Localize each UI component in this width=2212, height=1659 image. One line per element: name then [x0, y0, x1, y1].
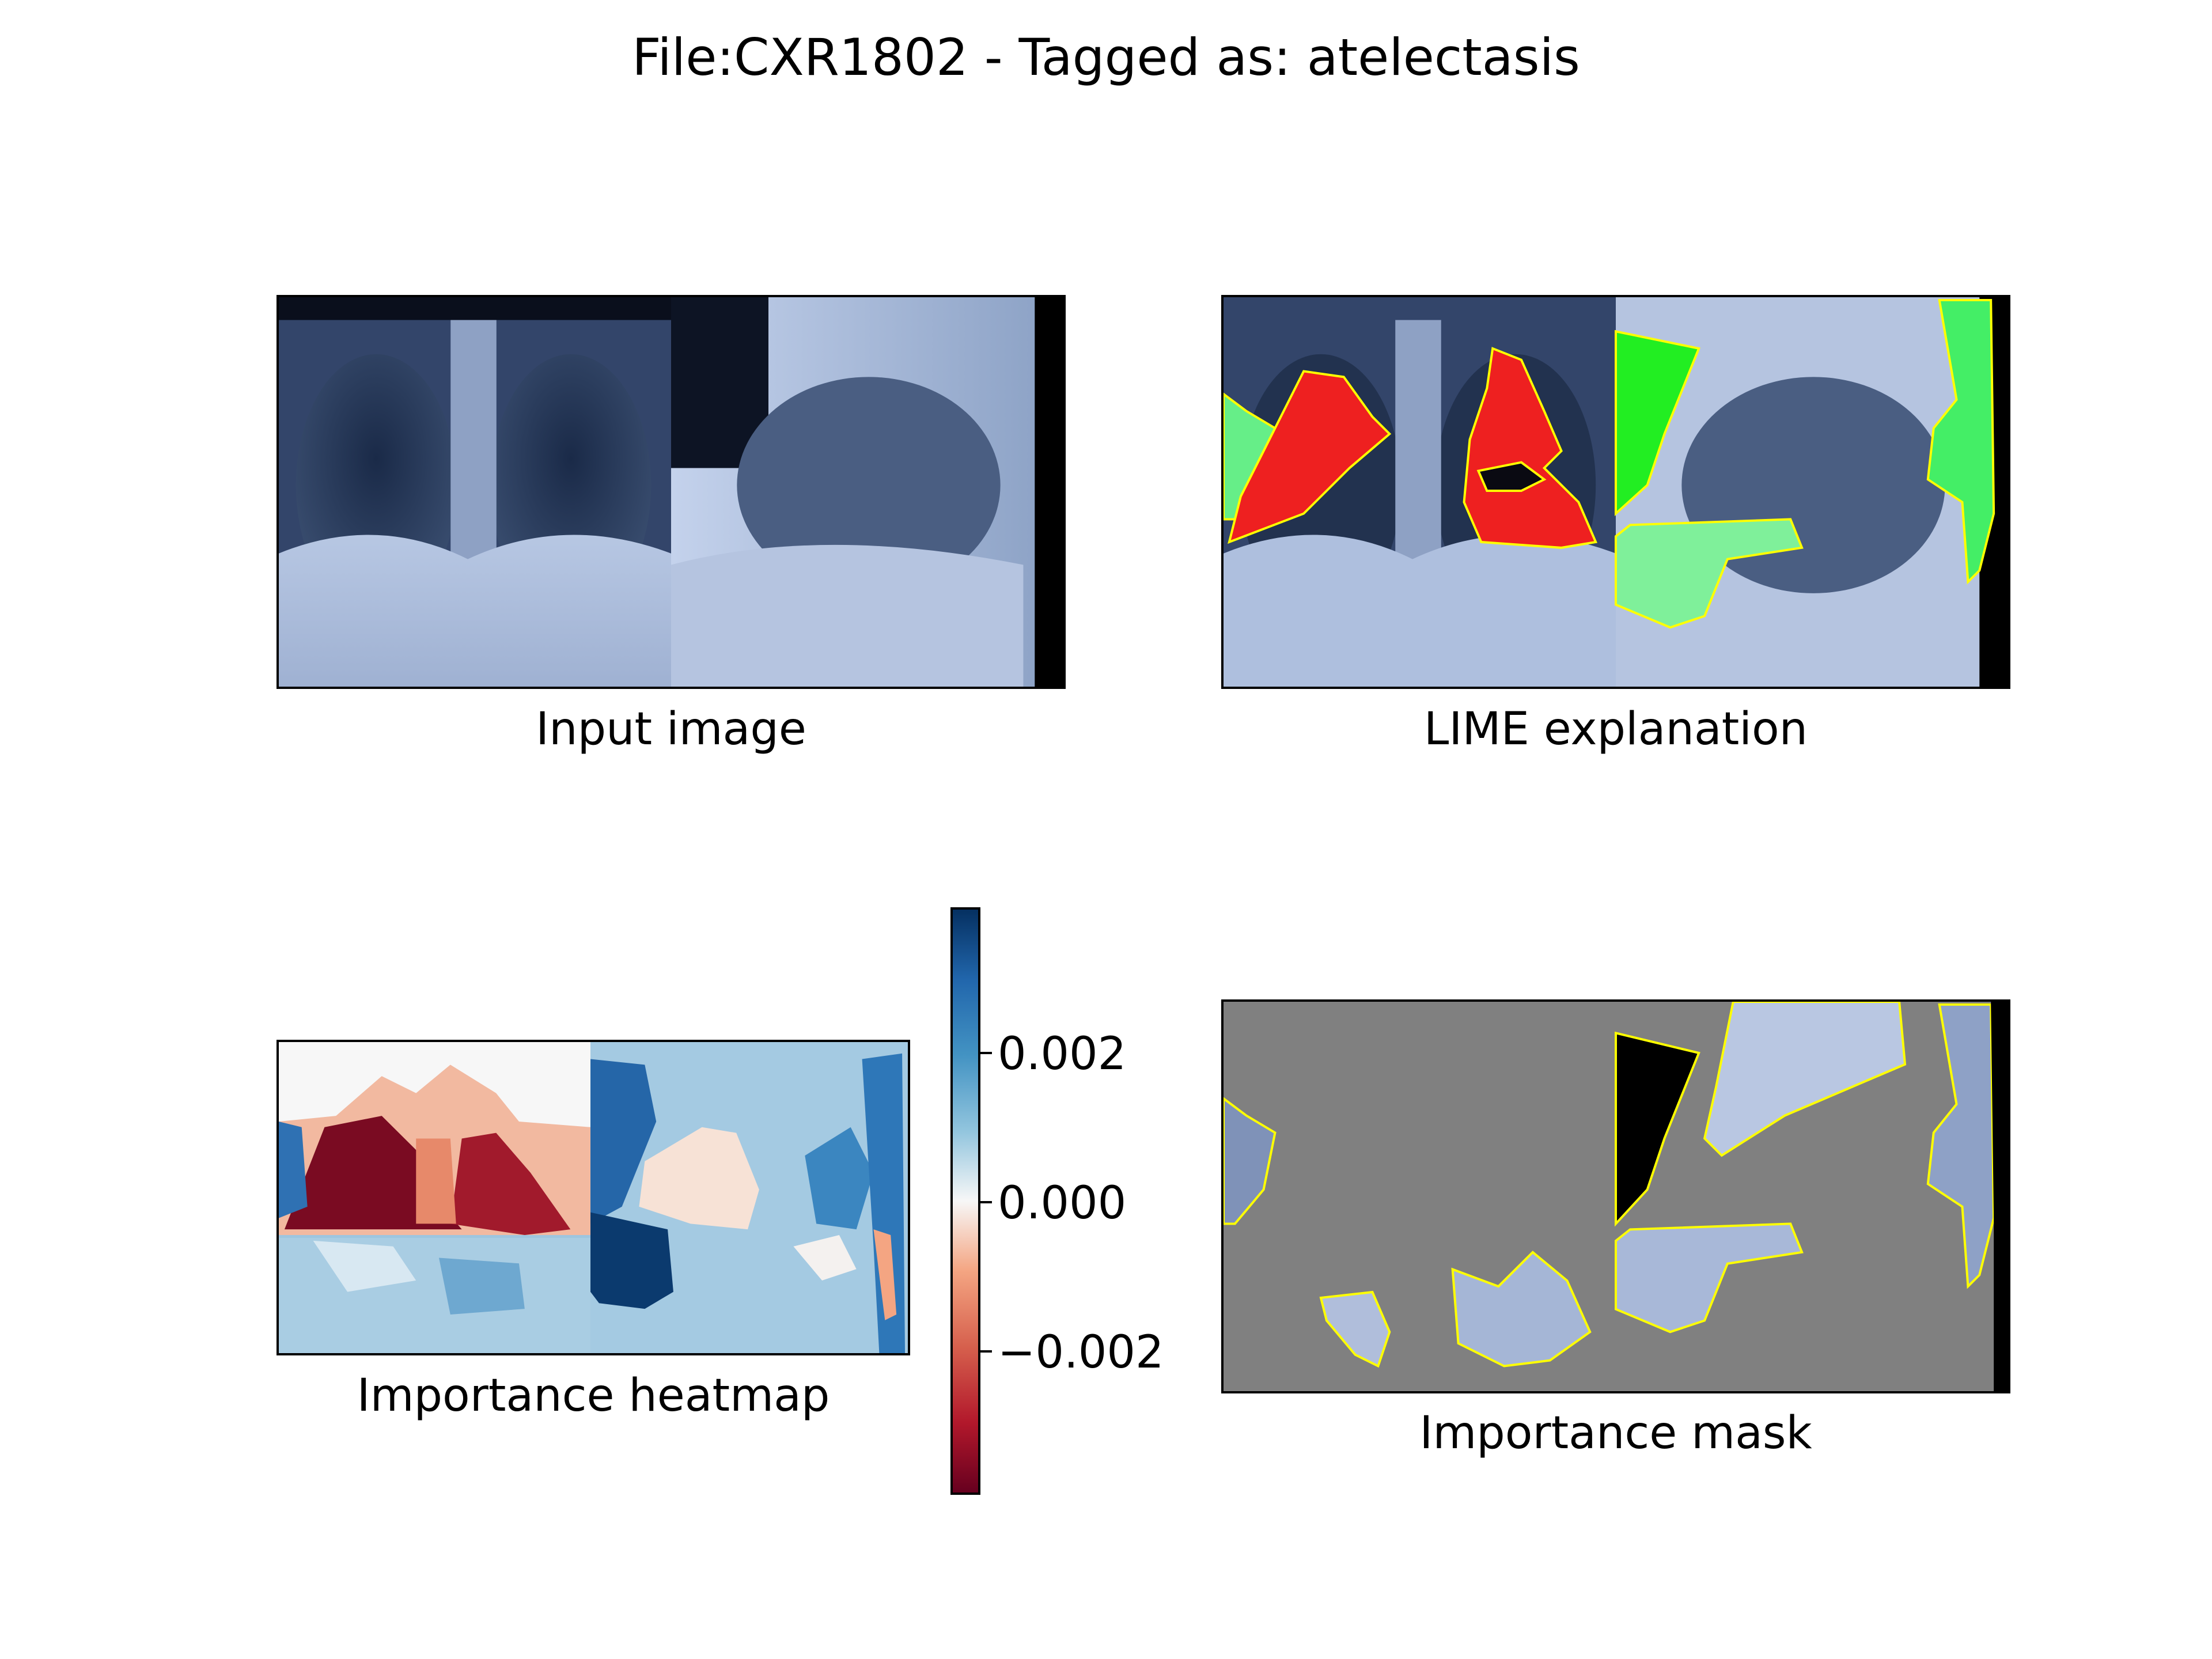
importance-heatmap-image: [279, 1042, 908, 1353]
chest-xray-image: [279, 297, 1063, 687]
positive-region: [1926, 298, 1995, 585]
lime-explanation-panel: [1221, 295, 2010, 689]
figure-title: File:CXR1802 - Tagged as: atelectasis: [632, 28, 1580, 87]
importance-mask-caption: Importance mask: [1419, 1407, 1812, 1459]
colorbar-tick: [980, 1052, 992, 1054]
colorbar-tick-label: 0.002: [998, 1028, 1127, 1080]
input-image-caption: Input image: [536, 703, 806, 755]
colorbar: [950, 907, 980, 1495]
lime-explanation-caption: LIME explanation: [1423, 703, 1808, 755]
colorbar-tick: [980, 1201, 992, 1203]
importance-mask-panel: [1221, 999, 2010, 1393]
negative-region: [1228, 370, 1392, 544]
importance-heatmap-panel: [276, 1040, 910, 1355]
positive-region: [1615, 518, 1804, 629]
importance-mask-image: [1224, 1002, 2008, 1391]
colorbar-tick-label: 0.000: [998, 1177, 1127, 1229]
importance-heatmap-caption: Importance heatmap: [357, 1370, 830, 1422]
input-image-panel: [276, 295, 1066, 689]
lime-overlay-image: [1224, 297, 2008, 687]
colorbar-tick: [980, 1350, 992, 1353]
positive-region: [1615, 329, 1700, 517]
negative-region: [1463, 347, 1598, 549]
colorbar-tick-label: −0.002: [998, 1327, 1164, 1378]
